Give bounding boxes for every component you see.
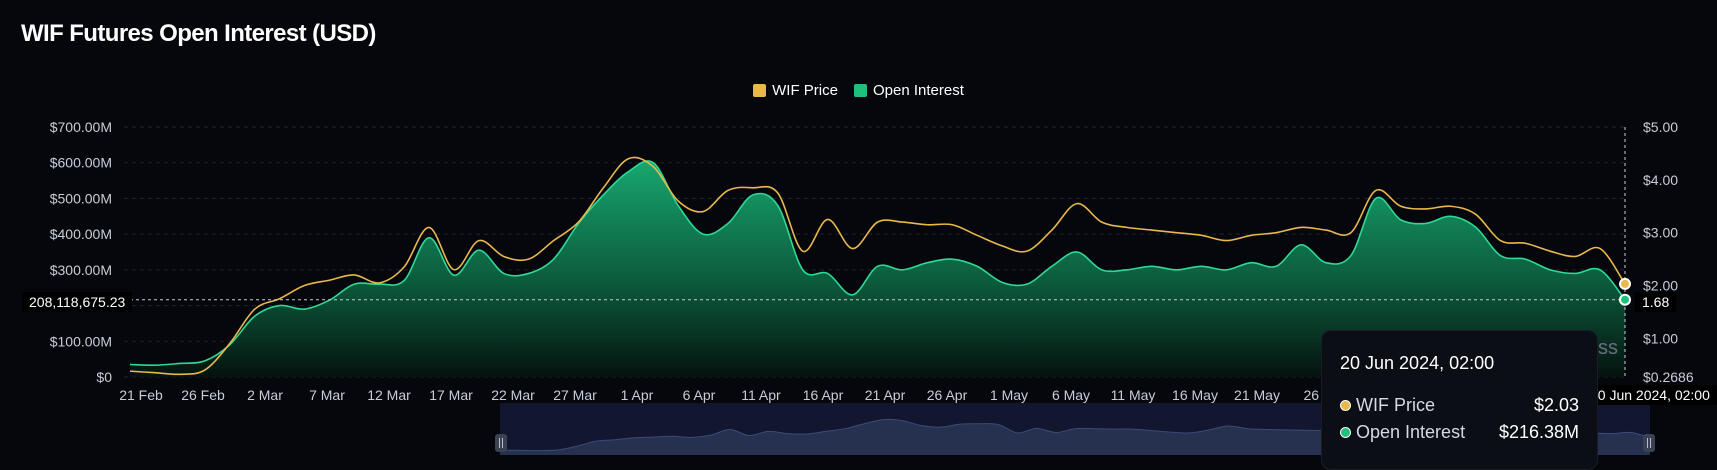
- tooltip-row-wif-price: WIF Price $2.03: [1340, 392, 1579, 419]
- y-left-tick-label: $700.00M: [50, 119, 112, 135]
- x-tick-label: 26 Apr: [927, 387, 968, 403]
- tooltip-label-open-interest: Open Interest: [1356, 422, 1466, 442]
- navigator-handle-left[interactable]: [495, 434, 507, 452]
- legend-label-open-interest: Open Interest: [872, 82, 964, 99]
- open-interest-line: [129, 160, 1626, 367]
- watermark: ss: [1598, 337, 1618, 359]
- crosshair-left-value: 208,118,675.23: [22, 292, 133, 312]
- x-tick-label: 7 Mar: [309, 387, 345, 403]
- tooltip-value-open-interest: $216.38M: [1498, 422, 1579, 442]
- x-tick-label: 2 Mar: [247, 387, 283, 403]
- x-tick-label: 1 May: [990, 387, 1028, 403]
- chart-tooltip: 20 Jun 2024, 02:00 WIF Price $2.03 Open …: [1321, 330, 1598, 470]
- legend-label-wif-price: WIF Price: [772, 82, 838, 99]
- x-tick-label: 6 May: [1052, 387, 1090, 403]
- open-interest-area: [130, 160, 1625, 377]
- tooltip-row-open-interest: Open Interest $216.38M: [1340, 419, 1579, 446]
- y-right-tick-label: $0.2686: [1643, 369, 1694, 385]
- y-left-tick-label: $0: [96, 369, 112, 385]
- tooltip-label-wif-price: WIF Price: [1356, 395, 1435, 415]
- legend-swatch-wif-price: [753, 84, 767, 97]
- x-tick-label: 16 Apr: [803, 387, 844, 403]
- x-tick-label: 11 May: [1111, 387, 1156, 403]
- legend-item-wif-price[interactable]: WIF Price: [753, 82, 838, 99]
- y-right-tick-label: $2.00: [1643, 278, 1678, 294]
- x-tick-label: 6 Apr: [683, 387, 716, 403]
- y-right-tick-label: $5.00: [1643, 119, 1678, 135]
- y-left-tick-label: $400.00M: [50, 226, 112, 242]
- x-tick-label: 1 Apr: [621, 387, 654, 403]
- crosshair-x-label: 20 Jun 2024, 02:00: [1576, 385, 1717, 405]
- x-tick-label: 22 Mar: [491, 387, 535, 403]
- navigator-handle-right[interactable]: [1643, 434, 1655, 452]
- tooltip-dot-open-interest: [1340, 427, 1351, 438]
- x-tick-label: 12 Mar: [367, 387, 411, 403]
- x-tick-label: 17 Mar: [429, 387, 473, 403]
- y-right-tick-label: $4.00: [1643, 172, 1678, 188]
- y-left-tick-label: $500.00M: [50, 190, 112, 206]
- tooltip-value-wif-price: $2.03: [1533, 395, 1579, 415]
- y-left-tick-label: $600.00M: [50, 155, 112, 171]
- tooltip-date: 20 Jun 2024, 02:00: [1340, 353, 1495, 373]
- legend-item-open-interest[interactable]: Open Interest: [853, 82, 964, 99]
- x-tick-label: 11 Apr: [741, 387, 781, 403]
- wif-price-marker: [1619, 277, 1631, 290]
- wif-price-line: [129, 156, 1626, 376]
- chart-legend: WIF Price Open Interest: [0, 82, 1717, 99]
- y-left-tick-label: $100.00M: [50, 333, 112, 349]
- crosshair-right-value: 1.68: [1635, 292, 1677, 312]
- open-interest-marker: [1619, 293, 1631, 306]
- legend-swatch-open-interest: [853, 84, 867, 97]
- y-left-tick-label: $300.00M: [50, 262, 112, 278]
- x-tick-label: 21 Apr: [865, 387, 906, 403]
- y-right-tick-label: $1.00: [1643, 330, 1678, 346]
- y-right-tick-label: $3.00: [1643, 225, 1678, 241]
- x-tick-label: 26 Feb: [181, 387, 225, 403]
- x-tick-label: 27 Mar: [553, 387, 597, 403]
- page-title: WIF Futures Open Interest (USD): [21, 20, 376, 47]
- x-tick-label: 21 May: [1234, 387, 1280, 403]
- x-tick-label: 16 May: [1172, 387, 1218, 403]
- tooltip-dot-wif-price: [1340, 400, 1351, 411]
- x-tick-label: 21 Feb: [119, 387, 163, 403]
